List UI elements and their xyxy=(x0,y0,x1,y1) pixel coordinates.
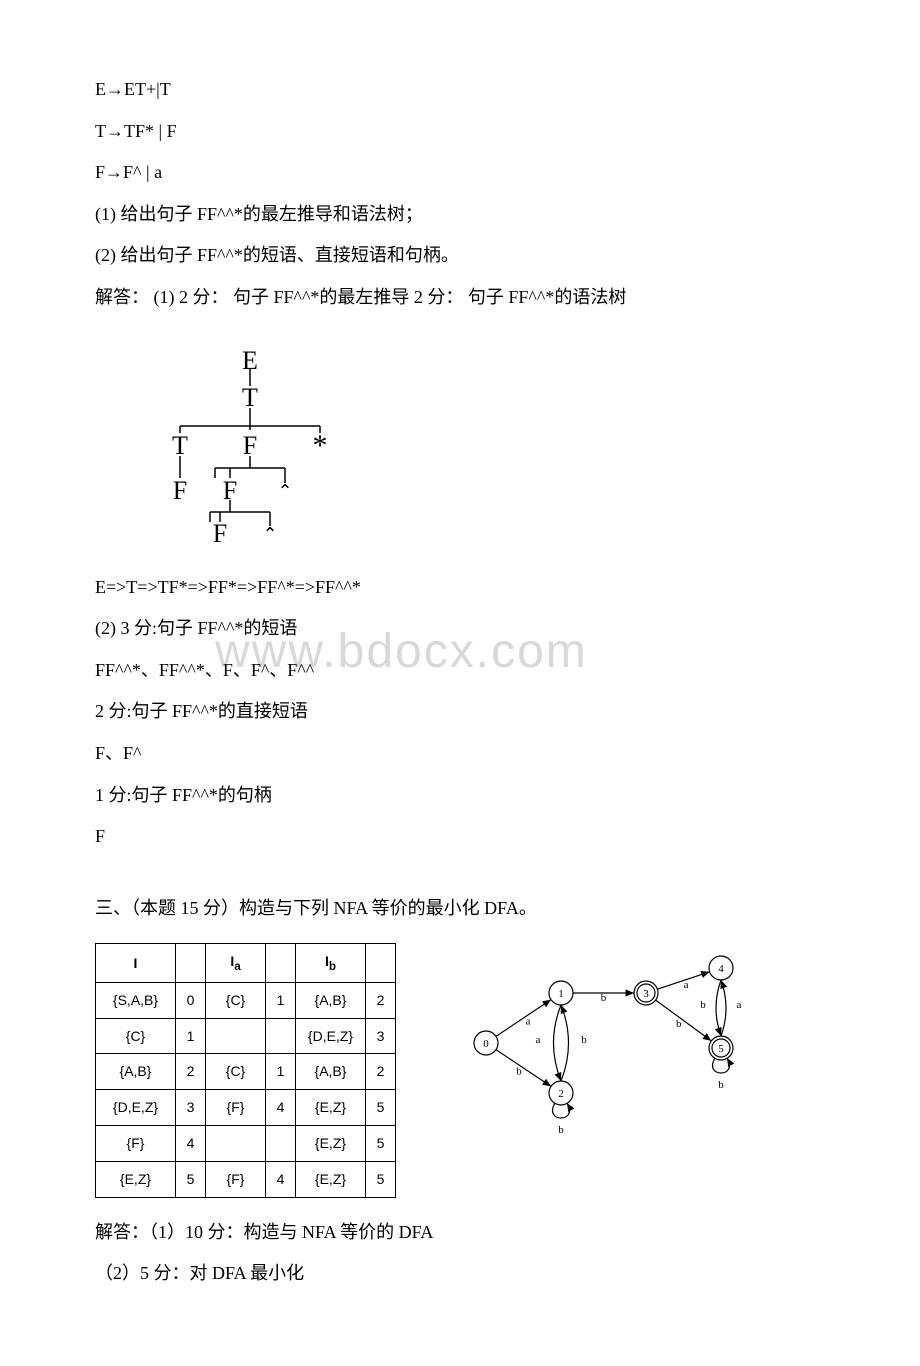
svg-text:0: 0 xyxy=(483,1038,489,1050)
svg-text:b: b xyxy=(676,1018,682,1030)
svg-text:4: 4 xyxy=(718,963,724,975)
svg-text:5: 5 xyxy=(718,1043,724,1055)
svg-text:F: F xyxy=(173,476,187,505)
svg-text:F: F xyxy=(213,519,227,548)
direct-label: 2 分:句子 FF^^*的直接短语 xyxy=(95,692,825,732)
svg-text:F: F xyxy=(243,431,257,460)
svg-text:*: * xyxy=(313,428,328,461)
svg-text:a: a xyxy=(525,1016,530,1028)
svg-text:b: b xyxy=(601,992,607,1004)
svg-text:b: b xyxy=(558,1124,564,1136)
svg-text:T: T xyxy=(172,431,188,460)
grammar-rule-1: E→ET+|T xyxy=(95,70,825,110)
svg-text:E: E xyxy=(242,346,258,375)
question-2: (2) 给出句子 FF^^*的短语、直接短语和句柄。 xyxy=(95,236,825,276)
section3-title: 三、（本题 15 分）构造与下列 NFA 等价的最小化 DFA。 xyxy=(95,889,825,929)
grammar-rule-2: T→TF* | F xyxy=(95,112,825,152)
svg-text:T: T xyxy=(242,383,258,412)
svg-text:F: F xyxy=(223,476,237,505)
answer-intro: 解答： (1) 2 分： 句子 FF^^*的最左推导 2 分： 句子 FF^^*… xyxy=(95,278,825,318)
section3-answer1: 解答：（1）10 分：构造与 NFA 等价的 DFA xyxy=(95,1213,825,1253)
section3-answer2: （2）5 分：对 DFA 最小化 xyxy=(95,1254,825,1294)
svg-text:a: a xyxy=(536,1034,541,1046)
svg-text:⌃: ⌃ xyxy=(262,524,277,544)
syntax-tree-diagram: ETTF*FF⌃F⌃ xyxy=(145,338,825,553)
part2-label: (2) 3 分:句子 FF^^*的短语 xyxy=(95,609,825,649)
svg-text:3: 3 xyxy=(643,988,649,1000)
handle: F xyxy=(95,817,825,857)
svg-text:1: 1 xyxy=(558,988,564,1000)
dfa-table: IIaIb{S,A,B}0{C}1{A,B}2{C}1{D,E,Z}3{A,B}… xyxy=(95,943,396,1197)
svg-text:a: a xyxy=(737,999,742,1011)
derivation: E=>T=>TF*=>FF*=>FF^*=>FF^^* xyxy=(95,568,825,608)
svg-text:b: b xyxy=(718,1079,724,1091)
handle-label: 1 分:句子 FF^^*的句柄 xyxy=(95,776,825,816)
svg-text:b: b xyxy=(516,1066,522,1078)
svg-text:2: 2 xyxy=(558,1088,564,1100)
svg-text:a: a xyxy=(684,979,689,991)
phrases: FF^^*、FF^^*、F、F^、F^^ xyxy=(95,651,825,691)
svg-text:b: b xyxy=(700,999,706,1011)
question-1: (1) 给出句子 FF^^*的最左推导和语法树； xyxy=(95,195,825,235)
svg-text:⌃: ⌃ xyxy=(277,481,292,501)
grammar-rule-3: F→F^ | a xyxy=(95,153,825,193)
nfa-graph: ababbabbabb012345 xyxy=(456,943,756,1143)
direct-phrases: F、F^ xyxy=(95,734,825,774)
svg-text:b: b xyxy=(581,1034,587,1046)
